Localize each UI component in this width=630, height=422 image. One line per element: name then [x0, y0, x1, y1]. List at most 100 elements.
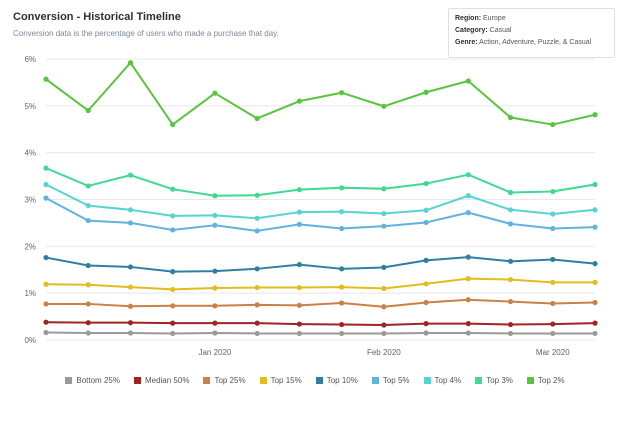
data-point-top-15 [127, 284, 134, 290]
data-point-top-25 [43, 301, 49, 307]
series-line-top-10 [45, 256, 596, 273]
series-line-bottom-25 [45, 331, 595, 335]
data-point-top-25 [550, 300, 556, 307]
data-point-top-15 [43, 281, 49, 287]
data-point-bottom-25 [592, 330, 598, 337]
region-row: Region: Europe [455, 13, 608, 25]
data-point-top-10 [339, 266, 345, 272]
chart-title: Conversion - Historical Timeline [13, 11, 181, 23]
data-point-top-3 [254, 192, 260, 198]
data-point-top-2 [339, 90, 345, 96]
y-tick-label: 1% [24, 289, 36, 298]
data-point-bottom-25 [550, 330, 556, 337]
legend-item-top-3[interactable]: Top 3% [475, 376, 513, 385]
data-point-median-50 [507, 321, 514, 328]
legend-item-median-50[interactable]: Median 50% [133, 376, 189, 385]
data-point-top-25 [507, 298, 514, 305]
data-point-top-5 [170, 227, 176, 233]
data-point-top-5 [592, 224, 598, 230]
data-point-bottom-25 [127, 330, 134, 336]
y-tick-label: 2% [24, 242, 36, 251]
data-point-bottom-25 [381, 330, 387, 337]
legend-label: Top 10% [326, 376, 358, 385]
data-point-top-10 [85, 262, 91, 269]
legend-item-top-4[interactable]: Top 4% [423, 376, 462, 385]
series-line-top-2 [45, 61, 596, 126]
region-label: Region: [455, 15, 482, 22]
y-tick-label: 4% [24, 149, 36, 158]
data-point-top-25 [592, 299, 598, 306]
legend-label: Top 25% [214, 376, 246, 385]
data-point-top-5 [339, 225, 345, 232]
data-point-top-3 [212, 193, 218, 199]
data-point-top-4 [43, 181, 49, 188]
data-point-top-10 [381, 264, 387, 271]
data-point-top-25 [296, 302, 302, 308]
data-point-top-10 [507, 258, 514, 264]
data-point-top-3 [170, 186, 176, 192]
data-point-top-4 [296, 209, 302, 215]
data-point-top-15 [465, 276, 471, 282]
data-point-top-3 [550, 188, 556, 195]
data-point-top-15 [254, 284, 260, 291]
data-point-top-3 [592, 181, 598, 188]
data-point-top-2 [465, 78, 471, 84]
legend-item-bottom-25[interactable]: Bottom 25% [65, 376, 120, 385]
series-line-top-5 [45, 197, 596, 232]
x-tick-label: Feb 2020 [367, 348, 401, 357]
y-tick-label: 5% [24, 102, 36, 111]
legend-item-top-10[interactable]: Top 10% [315, 376, 358, 385]
category-label: Category: [455, 27, 488, 34]
data-point-top-25 [423, 299, 429, 306]
data-point-top-10 [592, 261, 598, 267]
legend-item-top-15[interactable]: Top 15% [259, 376, 302, 385]
data-point-top-10 [43, 254, 49, 261]
data-point-median-50 [212, 320, 218, 326]
data-point-top-3 [43, 165, 49, 171]
legend-item-top-2[interactable]: Top 2% [526, 376, 565, 385]
data-point-top-4 [339, 209, 345, 215]
data-point-top-10 [212, 268, 218, 274]
data-point-top-3 [296, 187, 302, 193]
legend-swatch [315, 377, 323, 384]
legend-swatch [65, 377, 73, 384]
legend-swatch [371, 377, 379, 384]
data-point-top-25 [170, 303, 176, 309]
data-point-top-5 [254, 228, 260, 234]
legend-item-top-5[interactable]: Top 5% [371, 376, 410, 385]
data-point-top-10 [127, 264, 134, 270]
data-point-top-3 [85, 183, 91, 189]
data-point-top-15 [507, 276, 514, 283]
data-point-top-4 [423, 207, 429, 213]
y-tick-label: 3% [24, 196, 36, 205]
data-point-top-10 [465, 254, 471, 260]
data-point-top-2 [507, 114, 514, 121]
data-point-top-4 [381, 210, 387, 217]
data-point-top-4 [170, 213, 176, 219]
category-row: Category: Casual [455, 25, 608, 37]
data-point-bottom-25 [170, 330, 176, 337]
data-point-median-50 [465, 321, 471, 327]
series-line-median-50 [45, 321, 596, 327]
data-point-top-10 [296, 261, 302, 268]
data-point-top-5 [296, 221, 302, 227]
legend-swatch [423, 377, 431, 384]
legend-swatch [259, 377, 267, 384]
data-point-top-4 [550, 211, 556, 217]
legend-label: Top 4% [434, 376, 462, 385]
legend-label: Top 5% [382, 376, 410, 385]
data-point-top-3 [465, 172, 471, 178]
data-point-top-10 [170, 269, 176, 275]
data-point-bottom-25 [465, 330, 471, 336]
data-point-median-50 [127, 320, 134, 326]
data-point-top-2 [254, 115, 260, 122]
data-point-top-4 [465, 193, 471, 199]
data-point-top-4 [212, 212, 218, 219]
data-point-median-50 [254, 320, 260, 326]
data-point-top-15 [592, 279, 598, 285]
data-point-top-5 [465, 210, 471, 216]
x-tick-label: Jan 2020 [198, 348, 231, 357]
data-point-median-50 [43, 319, 49, 325]
legend-label: Top 2% [537, 376, 565, 385]
legend-item-top-25[interactable]: Top 25% [203, 376, 246, 385]
